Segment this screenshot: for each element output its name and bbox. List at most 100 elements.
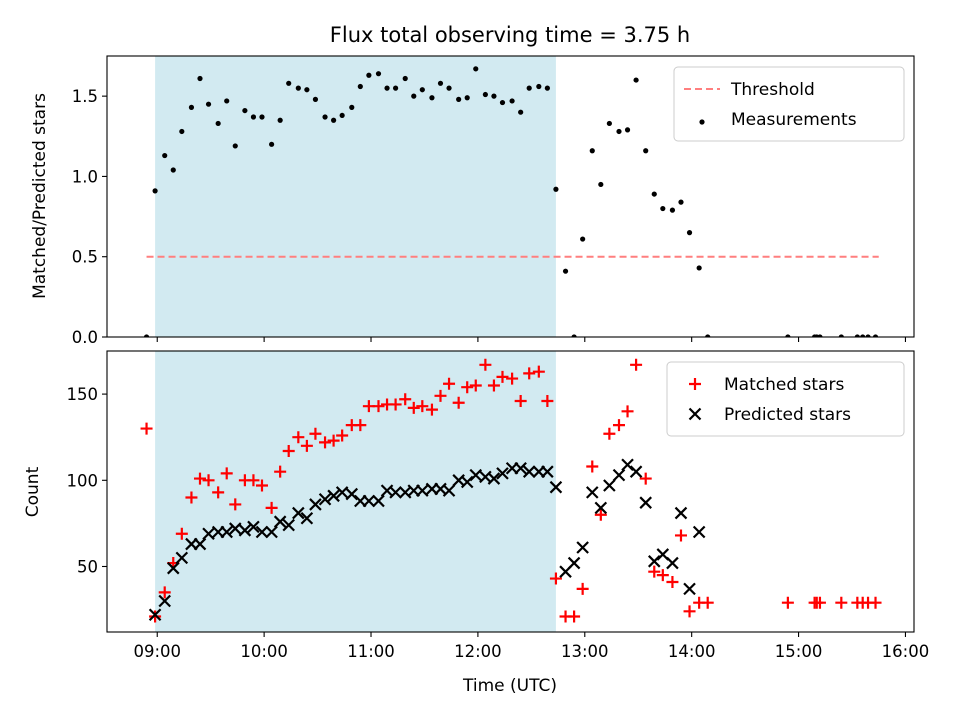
data-point [479,358,492,371]
data-point [541,394,554,407]
data-point [212,486,225,499]
legend-label: Matched stars [724,375,844,395]
data-point [651,191,657,197]
data-point [648,565,661,578]
data-point [345,487,359,501]
data-point [179,128,185,135]
data-point [514,461,527,475]
plot-frame [106,55,915,338]
data-point [402,75,408,82]
data-point [170,167,176,173]
data-point [158,594,171,608]
data-point [446,85,452,91]
data-point [375,71,382,77]
x-tick-label: 14:00 [668,642,716,661]
data-point [250,114,257,120]
y-tick-label: 1.0 [72,167,98,186]
data-point [576,582,589,595]
data-point [336,429,349,442]
data-point [274,465,287,478]
data-point [639,496,652,509]
data-point [523,367,536,380]
data-point [576,541,589,554]
data-point [442,484,456,497]
data-point [327,489,340,503]
data-point [152,188,158,194]
data-point [686,230,693,236]
data-point [322,114,328,120]
data-point [188,104,195,110]
data-point [461,381,474,394]
legend: Matched stars Predicted stars [666,361,905,437]
data-point [229,498,242,511]
data-point [300,511,314,525]
data-point [496,370,509,383]
data-point [339,112,345,119]
data-point [460,475,474,489]
data-point [193,537,207,551]
data-point [696,265,702,271]
data-point [309,427,322,440]
data-point [143,334,150,337]
data-point [594,508,607,521]
data-point [407,401,420,414]
data-point [589,148,595,154]
data-point [549,480,563,494]
data-point [585,486,599,499]
data-point [389,486,402,499]
data-point [259,114,265,120]
data-point [456,96,462,102]
data-point [666,556,679,570]
data-point [416,484,429,497]
x-tick-label: 10:00 [240,642,288,661]
data-point [372,400,385,413]
data-point [666,576,679,589]
data-point [487,379,500,392]
legend-box [666,361,905,437]
data-point [660,205,666,212]
data-point [612,468,626,482]
data-point [639,472,652,485]
data-point [603,479,616,492]
data-point [536,83,542,90]
data-point [526,85,532,91]
data-point [621,458,634,472]
plot-frame [106,350,915,633]
data-point [205,101,212,107]
data-point [149,610,162,623]
data-point [292,431,305,444]
legend-box [673,66,905,142]
data-point [544,85,550,91]
data-point [785,334,791,337]
data-point [220,467,233,480]
legend: Threshold Measurements [673,66,905,142]
x-tick-label: 15:00 [775,642,823,661]
data-point [683,582,696,596]
x-axis-label: Time (UTC) [462,676,557,696]
data-point [238,524,252,537]
count-panel: 50 100 150 09:00 10:00 11:00 12:00 13:00 14:00 15… [67,350,929,661]
data-point [817,334,823,337]
data-point [269,141,275,147]
data-point [312,96,319,102]
data-point [319,436,332,449]
data-point [621,405,634,418]
y-tick-label: 150 [67,385,99,404]
data-point [624,127,631,133]
markers-layer [143,66,879,337]
data-point [630,358,643,371]
x-tick-label: 12:00 [454,642,502,661]
data-point [869,596,882,609]
data-point [300,439,313,452]
data-point [860,334,866,337]
x-tick-label: 09:00 [133,642,181,661]
data-point [202,474,215,487]
y-tick-label: 50 [77,557,98,576]
data-point [304,87,310,93]
data-point [295,85,301,91]
data-point [429,95,435,101]
y-tick-label: 0.5 [72,248,98,267]
data-point [384,85,390,91]
data-point [232,143,238,149]
data-point [452,396,465,409]
